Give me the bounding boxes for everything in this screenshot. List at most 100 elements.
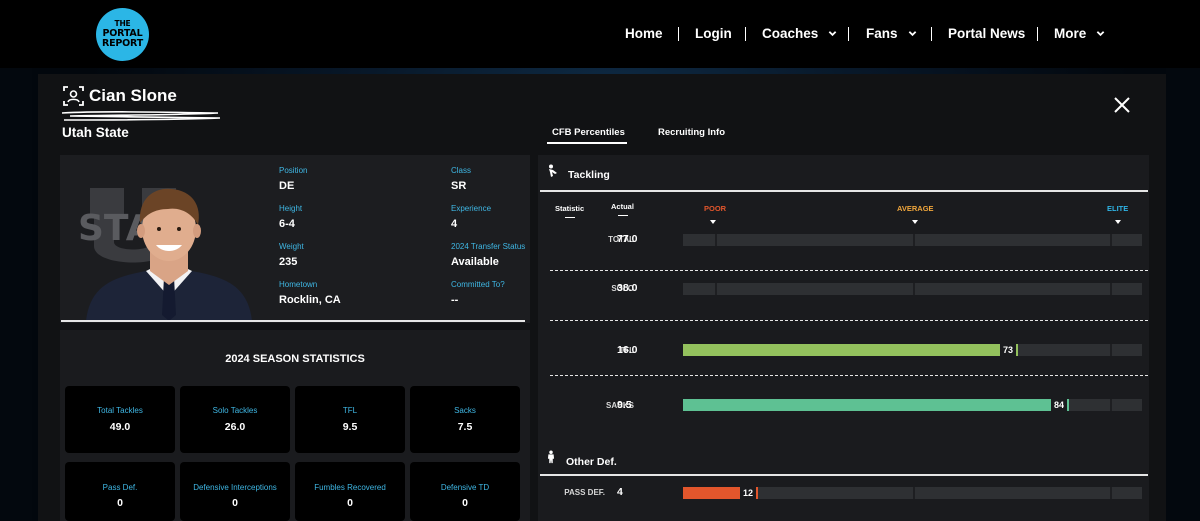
class-label: Class <box>451 166 472 175</box>
track-tick <box>1110 234 1112 246</box>
stat-tile-tfl: TFL 9.5 <box>295 386 405 453</box>
position-label: Position <box>279 166 308 175</box>
percentile-track: 12 <box>683 487 1142 499</box>
scale-label-poor: POOR <box>704 204 727 213</box>
scale-arrow-elite <box>1115 220 1121 224</box>
nav-more-menu[interactable]: More <box>1054 26 1105 41</box>
stat-tile-fumbles-recovered: Fumbles Recovered 0 <box>295 462 405 521</box>
section-title-other-def: Other Def. <box>566 456 617 468</box>
row-divider <box>550 320 1148 321</box>
row-actual-sacks: 9.5 <box>617 399 632 411</box>
profile-divider <box>61 320 525 322</box>
track-tick <box>715 234 717 246</box>
percentile-track: 84 <box>683 399 1142 411</box>
row-stat-pass-def: PASS DEF. <box>564 488 605 497</box>
row-stat-total: TOTAL <box>608 235 634 244</box>
season-stats-title: 2024 SEASON STATISTICS <box>225 353 365 365</box>
track-tick <box>715 283 717 295</box>
scale-arrow-poor <box>710 220 716 224</box>
scale-label-elite: ELITE <box>1107 204 1129 213</box>
nav-portal-news-link[interactable]: Portal News <box>948 26 1026 41</box>
name-brush-underline <box>61 111 221 121</box>
nav-divider <box>745 27 746 41</box>
scale-arrow-average <box>912 220 918 224</box>
cfb-percentiles-panel <box>538 155 1149 521</box>
percentile-badge: 12 <box>738 487 759 499</box>
percentile-track <box>683 234 1142 246</box>
track-tick <box>1110 487 1112 499</box>
close-icon[interactable] <box>1113 96 1131 114</box>
track-tick <box>913 234 915 246</box>
committed-to-value: -- <box>451 294 459 306</box>
track-tick <box>913 283 915 295</box>
row-divider <box>550 270 1148 271</box>
logo-line-3: REPORT <box>101 37 143 49</box>
tackling-icon <box>549 164 557 177</box>
transfer-status-label: 2024 Transfer Status <box>451 242 526 251</box>
percentile-badge: 73 <box>998 344 1019 356</box>
weight-value: 235 <box>279 256 298 268</box>
backdrop-left-edge <box>0 68 32 521</box>
nav-fans-menu[interactable]: Fans <box>866 26 917 41</box>
stat-tile-total-tackles: Total Tackles 49.0 <box>65 386 175 453</box>
hometown-label: Hometown <box>279 280 318 289</box>
player-profile-icon <box>63 86 84 106</box>
percentile-track <box>683 283 1142 295</box>
track-tick <box>1110 344 1112 356</box>
row-stat-solo: SOLO <box>611 284 634 293</box>
nav-coaches-menu[interactable]: Coaches <box>762 26 837 41</box>
nav-home-link[interactable]: Home <box>625 26 663 41</box>
player-name: Cian Slone <box>89 86 177 105</box>
row-stat-sacks: SACKS <box>605 401 634 410</box>
percentile-bar-fill <box>683 344 1018 356</box>
scale-label-average: AVERAGE <box>897 204 934 213</box>
top-navbar: THE PORTAL REPORT Home Login Coaches Fan… <box>0 0 1200 68</box>
percentile-badge: 84 <box>1049 399 1070 411</box>
backdrop-right-edge <box>1166 68 1200 521</box>
track-tick <box>1110 283 1112 295</box>
row-actual-tfl: 16.0 <box>617 344 638 356</box>
height-value: 6-4 <box>279 218 295 230</box>
percentile-track: 73 <box>683 344 1142 356</box>
stat-tile-defensive-interceptions: Defensive Interceptions 0 <box>180 462 290 521</box>
row-actual-total: 77.0 <box>617 233 638 245</box>
nav-login-link[interactable]: Login <box>695 26 732 41</box>
portal-report-logo[interactable]: THE PORTAL REPORT <box>96 8 149 61</box>
section-divider <box>540 474 1148 476</box>
height-label: Height <box>279 204 303 213</box>
chevron-down-icon <box>1096 31 1105 37</box>
tab-recruiting-info[interactable]: Recruiting Info <box>658 127 726 138</box>
committed-to-label: Committed To? <box>451 280 505 289</box>
stat-tile-pass-def: Pass Def. 0 <box>65 462 175 521</box>
experience-value: 4 <box>451 218 458 230</box>
player-photo <box>86 188 252 321</box>
weight-label: Weight <box>279 242 304 251</box>
percentile-bar-fill <box>683 487 738 499</box>
active-tab-indicator <box>547 142 627 144</box>
class-value: SR <box>451 180 467 192</box>
row-actual-pass-def: 4 <box>617 486 623 498</box>
header-actual: Actual <box>611 202 634 211</box>
percentile-bar-fill <box>683 399 1069 411</box>
logo-line-2: PORTAL <box>102 27 143 39</box>
tab-cfb-percentiles[interactable]: CFB Percentiles <box>552 127 625 138</box>
section-title-tackling: Tackling <box>568 169 610 181</box>
header-statistic-dash <box>565 217 575 218</box>
row-divider <box>550 375 1148 376</box>
stat-tile-solo-tackles: Solo Tackles 26.0 <box>180 386 290 453</box>
track-tick <box>913 487 915 499</box>
stat-tile-sacks: Sacks 7.5 <box>410 386 520 453</box>
hometown-value: Rocklin, CA <box>279 294 341 306</box>
stat-tile-defensive-td: Defensive TD 0 <box>410 462 520 521</box>
header-statistic: Statistic <box>555 204 585 213</box>
nav-divider <box>848 27 849 41</box>
row-stat-tfl: TFL <box>619 346 634 355</box>
position-value: DE <box>279 180 295 192</box>
chevron-down-icon <box>828 31 837 37</box>
nav-divider <box>1037 27 1038 41</box>
nav-divider <box>678 27 679 41</box>
chevron-down-icon <box>908 31 916 37</box>
other-def-icon <box>547 450 555 464</box>
logo-line-1: THE <box>114 19 131 29</box>
row-actual-solo: 38.0 <box>617 282 638 294</box>
